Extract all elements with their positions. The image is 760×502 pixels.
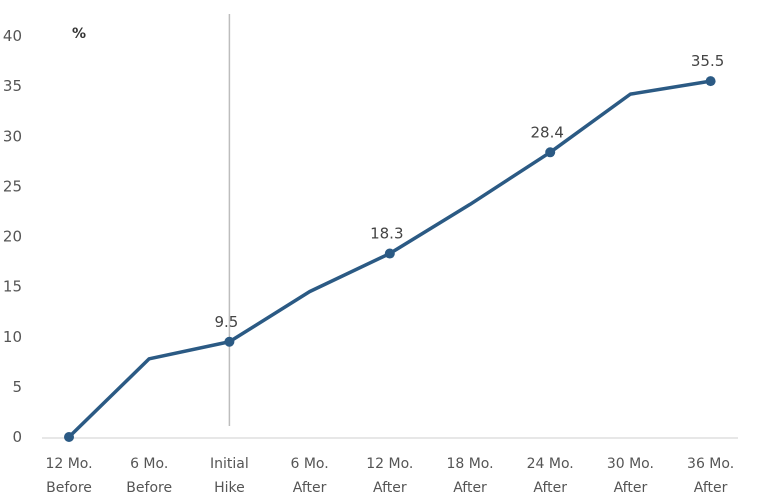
y-tick-label: 20 (3, 228, 22, 246)
y-tick-label: 10 (3, 328, 22, 346)
x-tick-label: Initial Hike (210, 456, 249, 496)
x-tick-label: 18 Mo. After (446, 456, 493, 496)
y-tick-label: 35 (3, 77, 22, 95)
x-tick-label: 12 Mo. After (366, 456, 413, 496)
y-tick-label: 30 (3, 127, 22, 145)
data-labels: 9.5 18.3 28.4 35.5 (214, 52, 724, 331)
x-tick-label: 6 Mo. After (290, 456, 328, 496)
y-tick-label: 15 (3, 278, 22, 296)
data-value-label: 28.4 (530, 123, 563, 141)
x-tick-label: 36 Mo. After (687, 456, 734, 496)
data-point-marker (545, 147, 556, 158)
y-axis-ticks: 0 5 10 15 20 25 30 35 40 (3, 27, 22, 446)
data-value-label: 35.5 (691, 52, 724, 70)
y-tick-label: 40 (3, 27, 22, 45)
x-tick-label: 12 Mo. Before (45, 456, 92, 496)
data-point-marker (384, 248, 395, 259)
x-axis-ticks: 12 Mo. Before 6 Mo. Before Initial Hike 6 Mo. A… (45, 456, 734, 496)
series-line (67, 79, 713, 439)
y-tick-label: 5 (12, 378, 22, 396)
y-tick-label: 25 (3, 177, 22, 195)
x-tick-label: 24 Mo. After (527, 456, 574, 496)
y-axis-unit-label: % (72, 26, 86, 42)
series-markers (64, 76, 716, 442)
data-point-marker (224, 336, 235, 347)
data-value-label: 18.3 (370, 225, 403, 243)
x-tick-label: 30 Mo. After (607, 456, 654, 496)
data-value-label: 9.5 (214, 313, 238, 331)
data-point-marker (705, 76, 716, 87)
y-tick-label: 0 (12, 428, 22, 446)
x-tick-label: 6 Mo. Before (126, 456, 172, 496)
data-point-marker (64, 432, 74, 442)
